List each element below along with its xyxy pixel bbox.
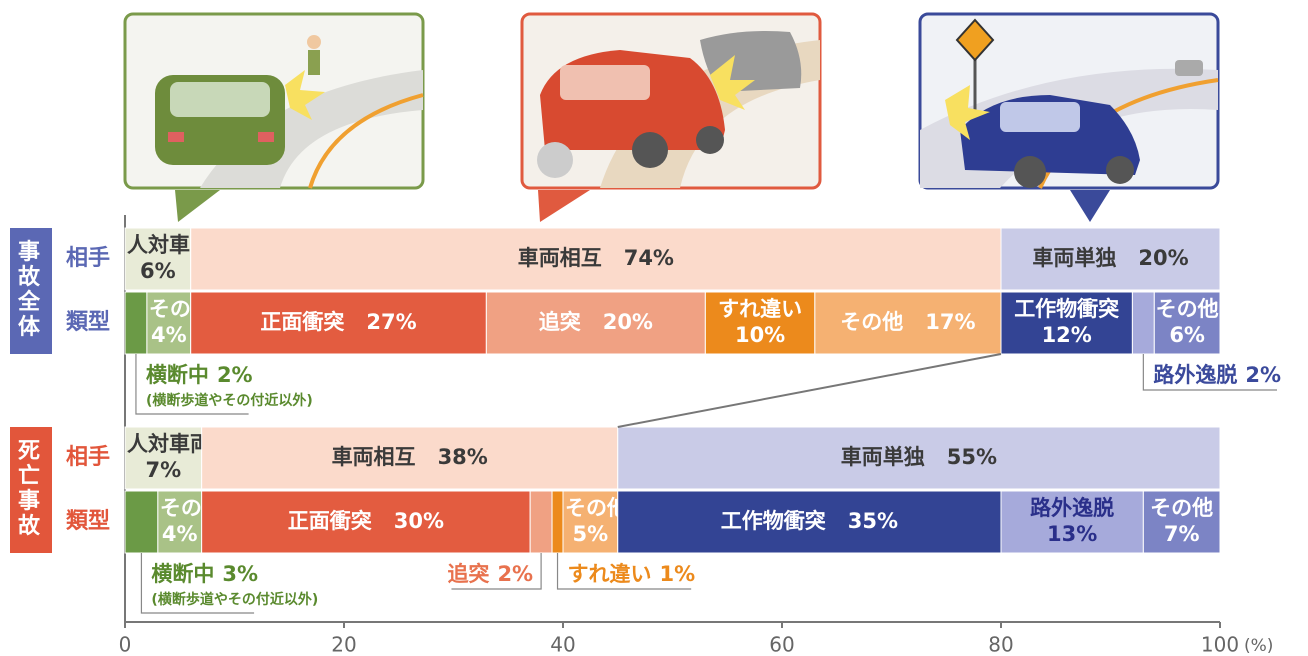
segment-value: 55% [947, 445, 997, 469]
outside-label: 追突 2% [447, 562, 533, 586]
segment-label: 車両単独 55% [841, 445, 997, 469]
group-label: 死亡事故 [18, 439, 44, 539]
segment-name: 横断中 [151, 562, 214, 586]
group-label-wrap: 事故全体 [10, 228, 52, 354]
segment [552, 491, 563, 553]
segment-value: 17% [925, 310, 975, 334]
segment-value: 4% [162, 522, 198, 546]
segment-value: 13% [1047, 522, 1097, 546]
segment-value: 3% [222, 562, 258, 586]
segment-value: 1% [660, 562, 696, 586]
illustration-single-vehicle [920, 14, 1218, 222]
segment-name: 工作物衝突 [721, 509, 826, 533]
segment-name: 車両単独 [841, 445, 925, 469]
segment-value: 4% [151, 323, 187, 347]
segment [125, 292, 147, 354]
segment-name: 路外逸脱 [1153, 363, 1237, 387]
row-label: 相手 [66, 445, 110, 470]
segment [486, 292, 705, 354]
illustration-rear-end [522, 14, 820, 222]
segment-name: 車両相互 [332, 445, 416, 469]
segment-name: 車両単独 [1032, 246, 1116, 270]
segment-value: 38% [438, 445, 488, 469]
segment-name: 正面衝突 [260, 310, 344, 334]
segment-value: 35% [848, 509, 898, 533]
segment-label: 車両単独 20% [1032, 246, 1188, 270]
segment-label: 車両相互 74% [518, 246, 674, 270]
segment-name: その他 [1150, 496, 1213, 520]
segment-name: 追突 [539, 310, 581, 334]
segment-note: (横断歩道やその付近以外) [151, 591, 318, 608]
outside-label: 横断中 3% [151, 562, 258, 586]
x-tick-label: 0 [119, 633, 132, 656]
connector [618, 354, 1001, 427]
x-tick-label: 40 [550, 633, 575, 656]
segment [1132, 292, 1154, 354]
outside-label: すれ違い 1% [568, 562, 696, 586]
x-tick-label: 100 [1201, 633, 1239, 656]
segment-name: 追突 [447, 562, 489, 586]
segment-note: (横断歩道やその付近以外) [146, 392, 313, 409]
segment-value: 10% [735, 323, 785, 347]
illustration-pedestrian [125, 14, 423, 222]
segment-name: その他 [840, 310, 903, 334]
segment [530, 491, 552, 553]
row-label: 相手 [66, 246, 110, 271]
segment-value: 20% [603, 310, 653, 334]
segment [125, 491, 158, 553]
outside-label: 横断中 2% [146, 363, 253, 387]
segment-value: 6% [140, 259, 176, 283]
row-label: 類型 [66, 509, 110, 534]
segment-value: 30% [394, 509, 444, 533]
x-tick-label: 80 [988, 633, 1013, 656]
segment-name: 正面衝突 [288, 509, 372, 533]
segment-value: 2% [1245, 363, 1281, 387]
segment-value: 12% [1042, 323, 1092, 347]
segment-name: 工作物衝突 [1014, 297, 1119, 321]
segment-value: 20% [1138, 246, 1188, 270]
chart: 020406080100(%)事故全体相手人対車両6%車両相互74%車両単独20… [0, 0, 1308, 656]
segment-name: すれ違い [718, 297, 802, 321]
segment-name: すれ違い [568, 562, 652, 586]
group-label: 事故全体 [18, 240, 44, 340]
segment-label: 正面衝突 30% [288, 509, 444, 533]
segment-value: 2% [217, 363, 253, 387]
segment-label: 車両相互 38% [332, 445, 488, 469]
row-label: 類型 [66, 310, 110, 335]
segment-name: 車両相互 [518, 246, 602, 270]
group-label-wrap: 死亡事故 [10, 427, 52, 553]
segment-name: 路外逸脱 [1030, 496, 1114, 520]
segment-value: 2% [497, 562, 533, 586]
x-tick-label: 60 [769, 633, 794, 656]
segment-name: 横断中 [146, 363, 209, 387]
x-unit: (%) [1244, 636, 1273, 656]
segment-value: 5% [573, 522, 609, 546]
segment-value: 27% [366, 310, 416, 334]
outside-label: 路外逸脱 2% [1153, 363, 1281, 387]
x-tick-label: 20 [331, 633, 356, 656]
segment-value: 7% [1164, 522, 1200, 546]
segment-name: 人対車両 [127, 432, 211, 456]
segment-value: 6% [1169, 323, 1205, 347]
segment-value: 74% [624, 246, 674, 270]
segment-label: 工作物衝突 35% [721, 509, 898, 533]
segment-name: その他 [1156, 297, 1219, 321]
segment-value: 7% [145, 458, 181, 482]
segment-label: 正面衝突 27% [260, 310, 416, 334]
